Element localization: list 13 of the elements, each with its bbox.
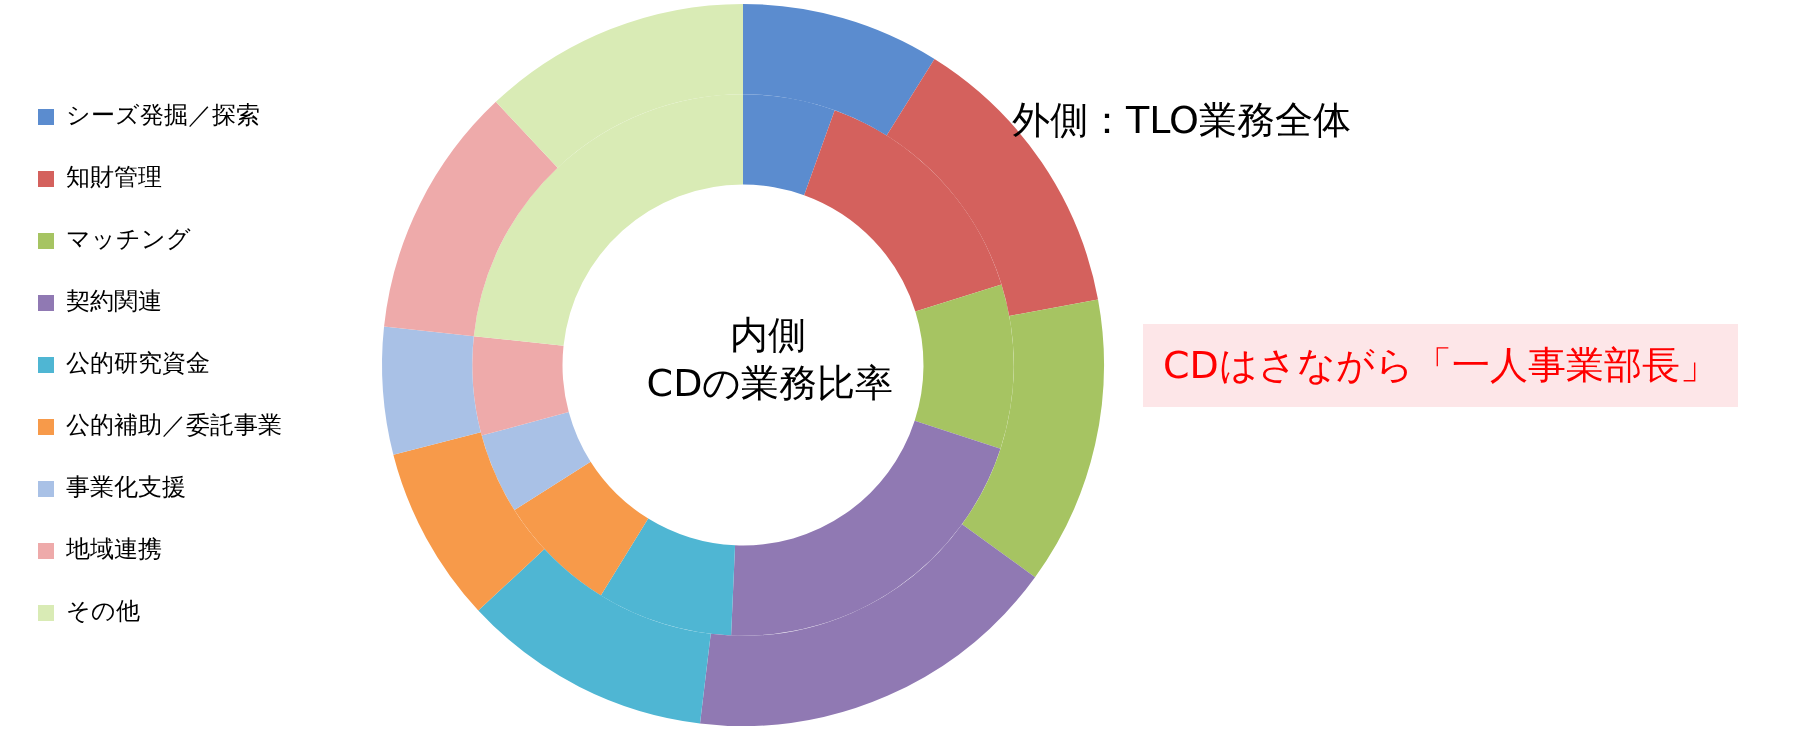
text: CDの業務比率 xyxy=(646,360,894,407)
legend-label: 知財管理 xyxy=(66,163,162,192)
legend-label: 事業化支援 xyxy=(66,473,186,502)
text: CDはさながら「一人事業部長」 xyxy=(1143,324,1738,407)
legend-label: その他 xyxy=(66,597,140,626)
legend-label: 公的補助／委託事業 xyxy=(66,411,282,440)
text: 内側 xyxy=(730,312,806,359)
text: 外側：TLO業務全体 xyxy=(1012,97,1351,144)
legend-label: 契約関連 xyxy=(66,287,162,316)
legend-label: 公的研究資金 xyxy=(66,349,210,378)
legend-label: マッチング xyxy=(66,225,191,254)
legend-label: 地域連携 xyxy=(65,535,162,564)
legend-label: シーズ発掘／探索 xyxy=(66,101,260,130)
